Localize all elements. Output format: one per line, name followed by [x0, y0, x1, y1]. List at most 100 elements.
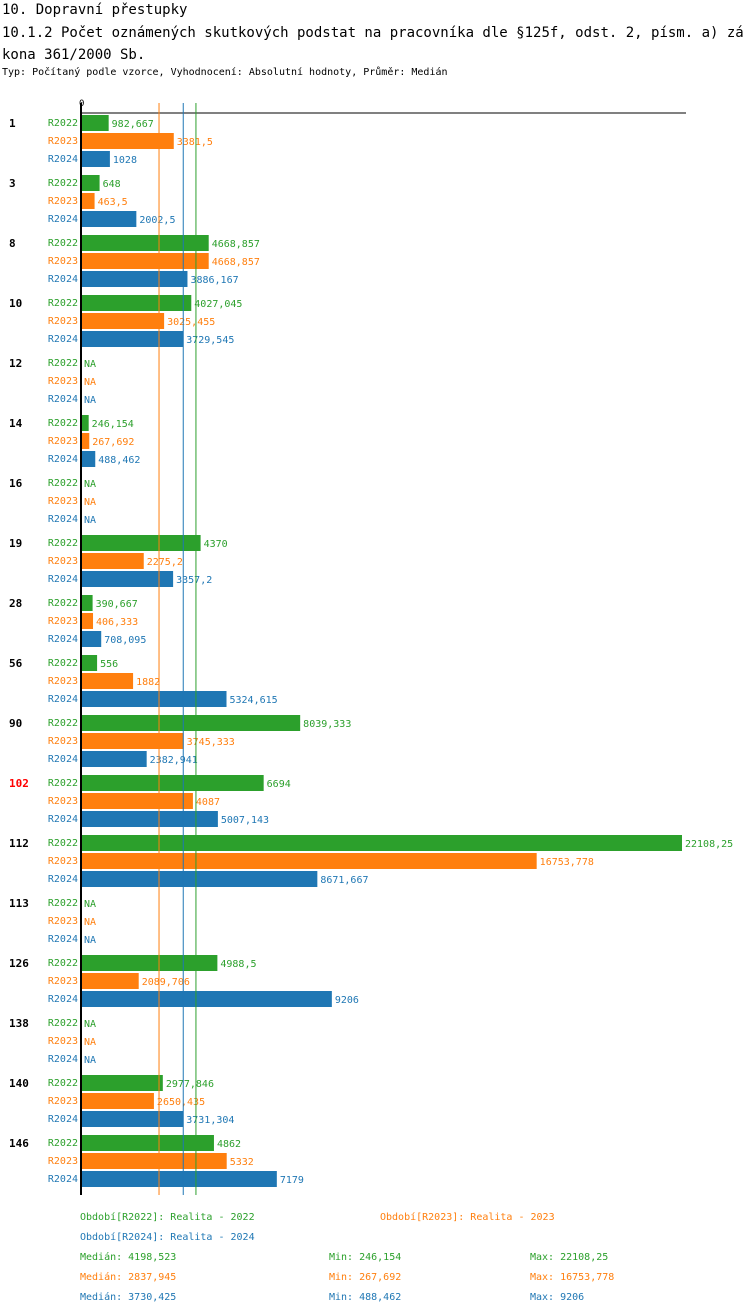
category-label: 138 [9, 1017, 29, 1030]
series-label: R2023 [48, 916, 78, 927]
category-label: 112 [9, 837, 29, 850]
bar-r2022 [82, 1135, 214, 1151]
category-label: 56 [9, 657, 23, 670]
stat-max: Max: 22108,25 [530, 1252, 608, 1263]
series-label: R2023 [48, 316, 78, 327]
series-label: R2022 [48, 538, 78, 549]
data-label: 4668,857 [212, 257, 260, 268]
bar-r2024 [82, 811, 218, 827]
data-label: 648 [103, 179, 121, 190]
stat-min: Min: 267,692 [329, 1272, 401, 1283]
bar-r2022 [82, 415, 89, 431]
data-label: 267,692 [92, 437, 134, 448]
bar-r2023 [82, 733, 184, 749]
bar-r2023 [82, 1153, 227, 1169]
bar-r2023 [82, 973, 139, 989]
chart-note: Typ: Počítaný podle vzorce, Vyhodnocení:… [2, 67, 448, 78]
data-label: NA [84, 479, 96, 490]
stat-median: Medián: 4198,523 [80, 1251, 176, 1263]
bar-r2024 [82, 751, 147, 767]
series-label: R2024 [48, 154, 78, 165]
bar-r2024 [82, 691, 227, 707]
series-label: R2024 [48, 1054, 78, 1065]
series-label: R2024 [48, 274, 78, 285]
bar-r2024 [82, 151, 110, 167]
category-label: 140 [9, 1077, 29, 1090]
category-label: 113 [9, 897, 29, 910]
bar-r2023 [82, 613, 94, 629]
series-label: R2023 [48, 736, 78, 747]
series-label: R2023 [48, 856, 78, 867]
series-label: R2023 [48, 496, 78, 507]
chart-title: 10.1.2 Počet oznámených skutkových podst… [2, 25, 744, 63]
series-label: R2023 [48, 136, 78, 147]
series-label: R2022 [48, 1078, 78, 1089]
legend-item: Období[R2023]: Realita - 2023 [380, 1211, 555, 1223]
data-label: 1882 [136, 677, 160, 688]
data-label: 3745,333 [187, 737, 235, 748]
category-label: 16 [9, 477, 23, 490]
series-label: R2024 [48, 334, 78, 345]
bar-r2023 [82, 133, 174, 149]
bar-r2023 [82, 793, 193, 809]
data-label: 4027,045 [194, 299, 242, 310]
bar-r2022 [82, 955, 218, 971]
series-label: R2023 [48, 256, 78, 267]
category-label: 3 [9, 177, 16, 190]
series-label: R2022 [48, 718, 78, 729]
bar-r2022 [82, 655, 98, 671]
series-label: R2024 [48, 754, 78, 765]
bar-r2023 [82, 673, 134, 689]
data-label: 1028 [113, 155, 137, 166]
data-label: 2382,941 [150, 755, 198, 766]
bar-r2024 [82, 571, 174, 587]
series-label: R2023 [48, 556, 78, 567]
data-label: 16753,778 [540, 857, 594, 868]
series-label: R2022 [48, 778, 78, 789]
bar-r2024 [82, 211, 137, 227]
bar-r2022 [82, 835, 682, 851]
series-label: R2023 [48, 676, 78, 687]
category-label: 90 [9, 717, 22, 730]
bar-r2022 [82, 295, 192, 311]
data-label: 2977,846 [166, 1079, 214, 1090]
bar-r2023 [82, 433, 90, 449]
data-label: 390,667 [96, 599, 138, 610]
series-label: R2023 [48, 196, 78, 207]
category-label: 102 [9, 777, 29, 790]
series-label: R2024 [48, 514, 78, 525]
series-label: R2024 [48, 634, 78, 645]
series-label: R2022 [48, 418, 78, 429]
bar-r2023 [82, 1093, 154, 1109]
data-label: 4668,857 [212, 239, 260, 250]
stat-median: Medián: 2837,945 [80, 1271, 176, 1283]
data-label: 6694 [267, 779, 291, 790]
series-label: R2024 [48, 574, 78, 585]
series-label: R2022 [48, 178, 78, 189]
category-label: 1 [9, 117, 16, 130]
data-label: 556 [100, 659, 118, 670]
series-label: R2022 [48, 958, 78, 969]
data-label: 3025,455 [167, 317, 215, 328]
data-label: 708,095 [104, 635, 146, 646]
category-label: 146 [9, 1137, 29, 1150]
data-label: 5007,143 [221, 815, 269, 826]
bar-r2022 [82, 535, 201, 551]
series-label: R2023 [48, 1036, 78, 1047]
bar-r2024 [82, 331, 184, 347]
series-label: R2022 [48, 118, 78, 129]
legend-item: Období[R2024]: Realita - 2024 [80, 1231, 255, 1243]
data-label: 5324,615 [230, 695, 278, 706]
series-label: R2024 [48, 454, 78, 465]
data-label: 488,462 [98, 455, 140, 466]
bar-r2022 [82, 115, 109, 131]
bar-r2022 [82, 235, 209, 251]
bar-r2022 [82, 175, 100, 191]
series-label: R2023 [48, 616, 78, 627]
category-label: 10 [9, 297, 22, 310]
series-label: R2023 [48, 976, 78, 987]
category-label: 28 [9, 597, 22, 610]
stat-min: Min: 488,462 [329, 1292, 401, 1303]
category-label: 12 [9, 357, 22, 370]
data-label: NA [84, 515, 96, 526]
